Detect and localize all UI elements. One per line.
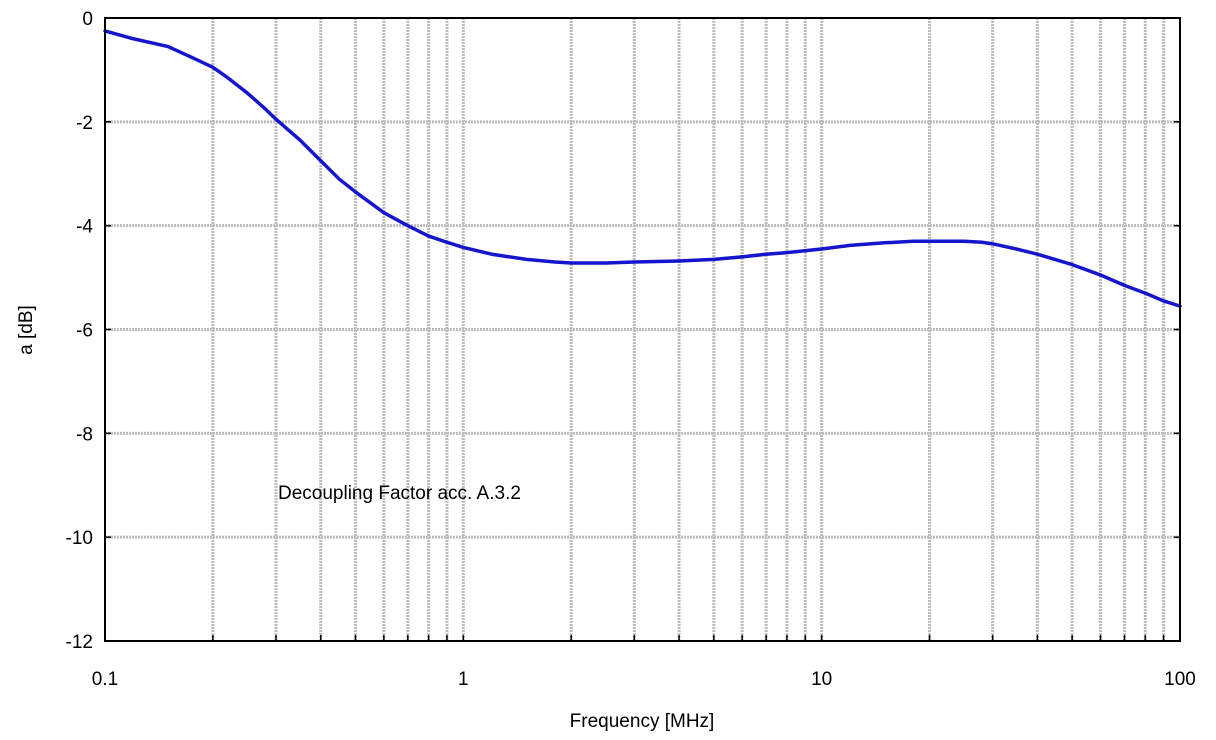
x-tick-label: 100 bbox=[1164, 669, 1196, 690]
x-tick-label: 10 bbox=[811, 669, 832, 690]
y-tick-label: -12 bbox=[66, 632, 93, 653]
y-tick-label: -2 bbox=[76, 113, 93, 134]
x-axis-title: Frequency [MHz] bbox=[570, 711, 715, 732]
y-tick-label: -8 bbox=[76, 424, 93, 445]
y-tick-label: -10 bbox=[66, 528, 93, 549]
y-tick-label: 0 bbox=[82, 9, 93, 30]
chart-annotation: Decoupling Factor acc. A.3.2 bbox=[278, 483, 521, 504]
y-tick-label: -6 bbox=[76, 321, 93, 342]
x-tick-label: 1 bbox=[458, 669, 469, 690]
y-tick-label: -4 bbox=[76, 217, 93, 238]
y-axis-title: a [dB] bbox=[16, 305, 37, 355]
x-tick-label: 0.1 bbox=[92, 669, 118, 690]
